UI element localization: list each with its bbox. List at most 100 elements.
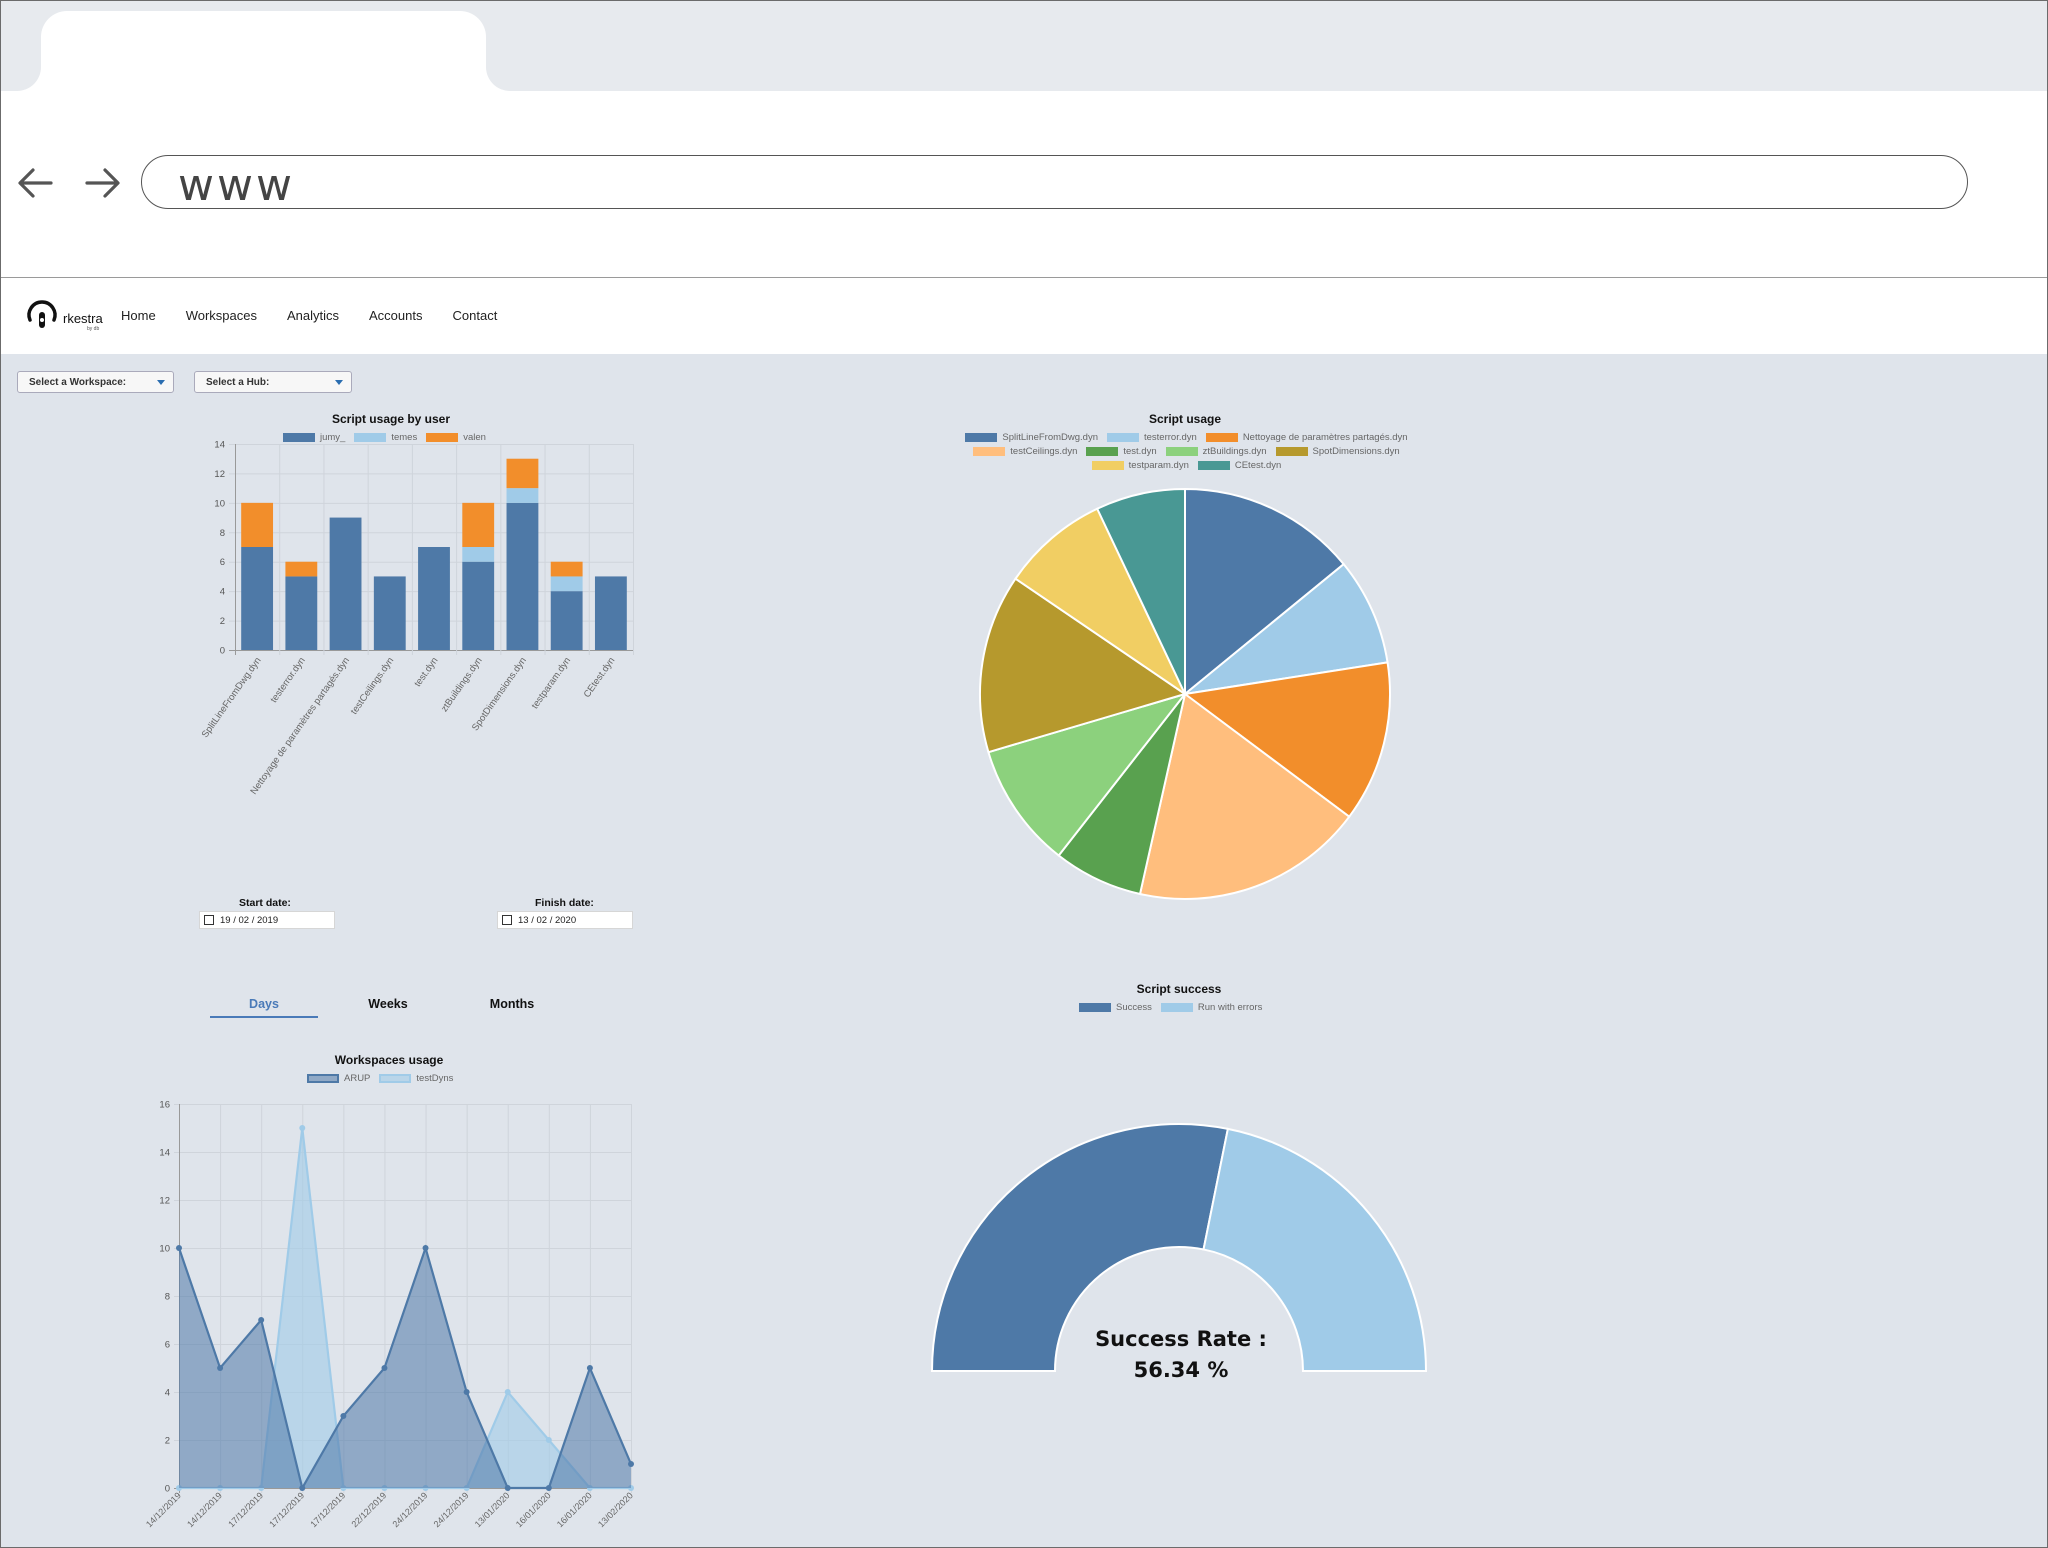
bar-segment xyxy=(550,576,583,592)
address-bar-area: www xyxy=(1,91,2047,278)
data-point xyxy=(545,1485,552,1491)
legend-item[interactable]: testCeilings.dyn xyxy=(973,446,1077,457)
legend-item[interactable]: ztBuildings.dyn xyxy=(1165,446,1267,457)
tab-days[interactable]: Days xyxy=(249,997,279,1011)
bar-segment xyxy=(418,547,450,650)
forward-button[interactable] xyxy=(81,161,125,205)
data-point xyxy=(586,1365,593,1371)
url-input[interactable]: www xyxy=(141,155,1968,211)
x-tick-label: testerror.dyn xyxy=(268,655,307,705)
bar-segment xyxy=(329,517,362,650)
legend-swatch xyxy=(283,433,315,442)
start-date-value: 19 / 02 / 2019 xyxy=(220,915,279,926)
caret-down-icon xyxy=(335,380,343,385)
nav-accounts[interactable]: Accounts xyxy=(369,308,423,323)
y-tick-label: 12 xyxy=(214,469,225,480)
start-date-input[interactable]: 19 / 02 / 2019 xyxy=(199,911,335,929)
bar-segment xyxy=(462,502,495,547)
workspace-select[interactable]: Select a Workspace: xyxy=(17,371,174,393)
legend-swatch xyxy=(1079,1003,1111,1012)
legend-swatch xyxy=(965,433,998,442)
success-rate-value: 56.34 % xyxy=(1133,1358,1229,1382)
legend-item[interactable]: jumy_ xyxy=(283,432,345,443)
legend-item[interactable]: Run with errors xyxy=(1160,1002,1263,1013)
nav-workspaces[interactable]: Workspaces xyxy=(185,308,257,323)
legend-swatch xyxy=(379,1074,412,1083)
bar-segment xyxy=(550,561,583,577)
legend-item[interactable]: valen xyxy=(426,432,486,443)
orkestra-logo[interactable]: rkestra by db xyxy=(25,298,105,338)
legend-item[interactable]: temes xyxy=(354,432,417,443)
tab-weeks[interactable]: Weeks xyxy=(368,997,408,1011)
y-tick-label: 4 xyxy=(165,1388,170,1399)
script-success-title: Script success xyxy=(1136,982,1222,996)
x-tick-label: 16/01/2020 xyxy=(555,1490,594,1529)
legend-item[interactable]: testDyns xyxy=(379,1073,453,1084)
script-usage-title: Script usage xyxy=(1148,412,1222,426)
y-tick-label: 14 xyxy=(214,440,225,451)
bar-segment xyxy=(462,561,495,650)
legend-item[interactable]: Nettoyage de paramètres partagés.dyn xyxy=(1205,432,1408,443)
bar-segment xyxy=(241,547,274,650)
y-tick-label: 2 xyxy=(165,1436,170,1447)
finish-date-label: Finish date: xyxy=(535,897,594,909)
legend-item[interactable]: SplitLineFromDwg.dyn xyxy=(965,432,1098,443)
x-tick-label: 22/12/2019 xyxy=(349,1490,388,1529)
x-tick-label: test.dyn xyxy=(412,655,440,689)
bar-segment xyxy=(285,561,318,577)
legend-item[interactable]: Success xyxy=(1079,1002,1152,1013)
legend-item[interactable]: CEtest.dyn xyxy=(1197,460,1282,471)
legend-item[interactable]: ARUP xyxy=(307,1073,370,1084)
y-tick-label: 12 xyxy=(159,1196,170,1207)
data-point xyxy=(504,1485,511,1491)
y-tick-label: 6 xyxy=(220,557,225,568)
data-point xyxy=(176,1245,182,1251)
x-tick-label: 13/02/2020 xyxy=(596,1490,635,1529)
data-point xyxy=(422,1245,429,1251)
start-date-label: Start date: xyxy=(239,897,291,909)
bar-segment xyxy=(594,576,627,650)
legend-item[interactable]: SpotDimensions.dyn xyxy=(1275,446,1400,457)
back-button[interactable] xyxy=(13,161,57,205)
data-point xyxy=(217,1365,224,1371)
legend-item[interactable]: test.dyn xyxy=(1086,446,1157,457)
legend-label: testparam.dyn xyxy=(1128,460,1189,471)
hub-select[interactable]: Select a Hub: xyxy=(194,371,352,393)
nav-home[interactable]: Home xyxy=(121,308,156,323)
x-tick-label: 17/12/2019 xyxy=(267,1490,306,1529)
workspace-select-label: Select a Workspace: xyxy=(29,377,127,388)
finish-date-input[interactable]: 13 / 02 / 2020 xyxy=(497,911,633,929)
x-tick-label: testparam.dyn xyxy=(530,655,574,711)
x-tick-label: 16/01/2020 xyxy=(514,1490,553,1529)
legend-label: Run with errors xyxy=(1197,1002,1263,1013)
browser-tab[interactable] xyxy=(41,11,486,93)
x-tick-label: 24/12/2019 xyxy=(432,1490,471,1529)
area-fill xyxy=(179,1248,631,1488)
analytics-dashboard: Select a Workspace: Select a Hub: Script… xyxy=(1,354,2047,1547)
legend-item[interactable]: testparam.dyn xyxy=(1091,460,1189,471)
tab-months[interactable]: Months xyxy=(489,997,535,1011)
legend-label: testDyns xyxy=(416,1073,454,1084)
workspaces-usage-title: Workspaces usage xyxy=(334,1053,444,1067)
success-rate-label: Success Rate : xyxy=(1095,1327,1267,1351)
y-tick-label: 0 xyxy=(165,1484,170,1495)
bar-segment xyxy=(506,488,539,503)
data-point xyxy=(340,1413,347,1419)
nav-contact[interactable]: Contact xyxy=(452,308,498,323)
legend-swatch xyxy=(354,433,387,442)
arrow-right-icon xyxy=(85,168,120,198)
url-text: www xyxy=(178,160,295,211)
legend-label: CEtest.dyn xyxy=(1234,460,1282,471)
x-tick-label: 14/12/2019 xyxy=(144,1490,183,1529)
y-tick-label: 0 xyxy=(220,646,225,657)
tab-strip xyxy=(1,1,2047,93)
y-tick-label: 14 xyxy=(159,1148,170,1159)
nav-analytics[interactable]: Analytics xyxy=(286,308,340,323)
x-tick-label: 17/12/2019 xyxy=(308,1490,347,1529)
x-tick-label: 13/01/2020 xyxy=(473,1490,512,1529)
finish-date-value: 13 / 02 / 2020 xyxy=(518,915,577,926)
legend-item[interactable]: testerror.dyn xyxy=(1107,432,1197,443)
legend-swatch xyxy=(1107,433,1139,442)
y-tick-label: 6 xyxy=(165,1340,170,1351)
